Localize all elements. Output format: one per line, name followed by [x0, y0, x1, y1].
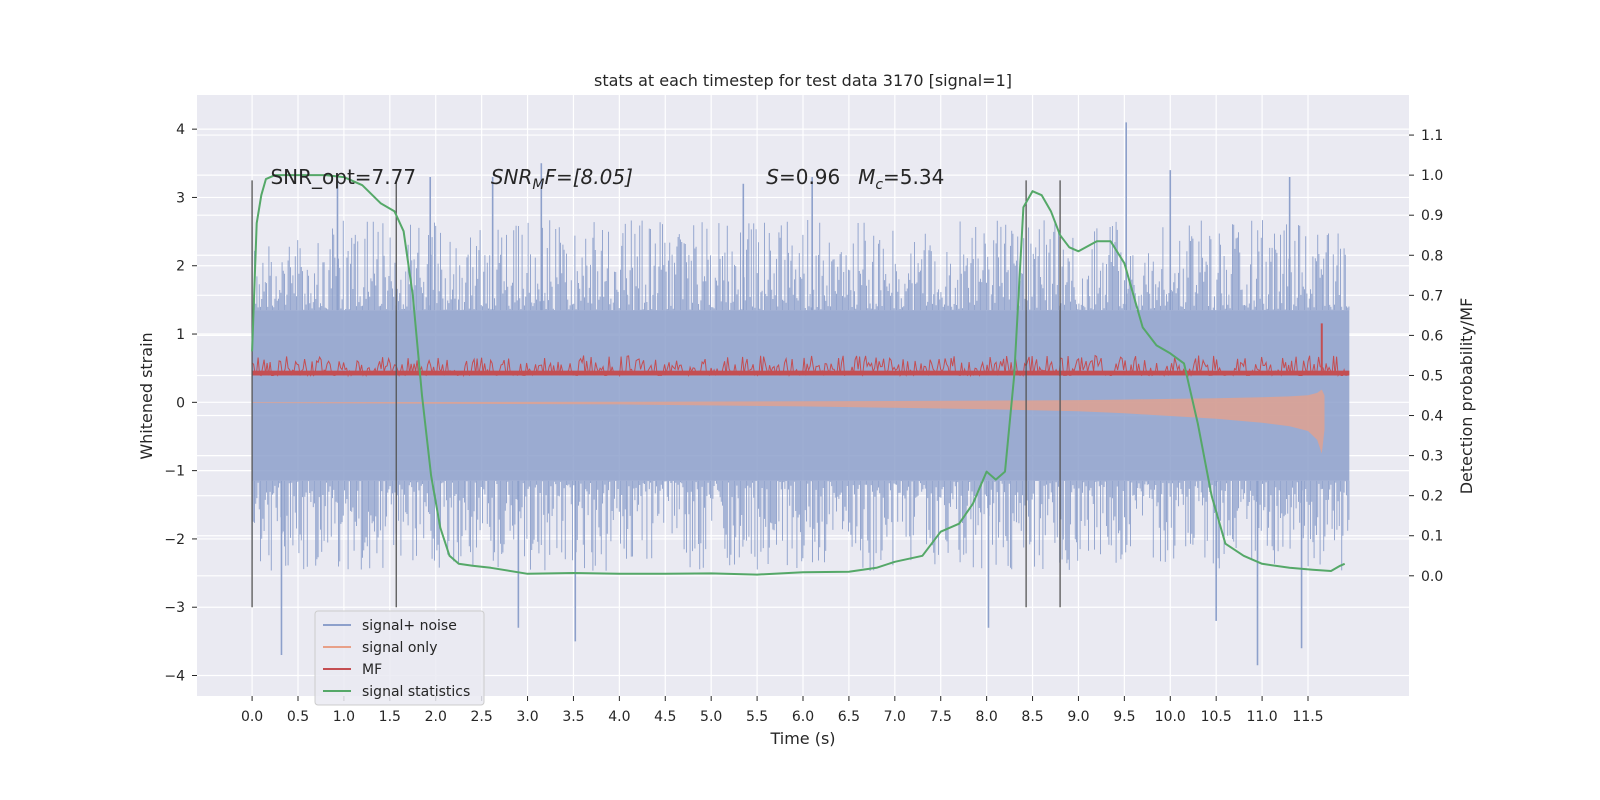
legend-item-signal-statistics: signal statistics — [323, 684, 470, 700]
y2-tick-label: 1.0 — [1421, 168, 1443, 184]
x-tick-label: 0.5 — [287, 709, 309, 725]
series-signal-statistics — [251, 174, 1346, 576]
x-tick-label: 5.0 — [700, 709, 722, 725]
y2-tick-label: 0.8 — [1421, 248, 1443, 264]
x-tick-label: 4.0 — [608, 709, 630, 725]
x-tick-label: 2.5 — [471, 709, 493, 725]
x-tick-label: 10.0 — [1155, 709, 1186, 725]
y2-tick-label: 0.0 — [1421, 569, 1443, 585]
y2-tick-label: 0.4 — [1421, 409, 1443, 425]
x-tick-label: 5.5 — [746, 709, 768, 725]
y2-tick-label: 0.9 — [1421, 208, 1443, 224]
x-tick-label: 1.0 — [333, 709, 355, 725]
legend-label: signal only — [362, 640, 437, 656]
x-tick-label: 6.0 — [792, 709, 814, 725]
y-tick-label: 3 — [176, 190, 185, 206]
y-tick-label: −3 — [164, 600, 185, 616]
annotation-1: SNRMF=[8.05] — [491, 165, 633, 193]
x-tick-label: 11.0 — [1247, 709, 1278, 725]
x-tick-label: 6.5 — [838, 709, 860, 725]
legend-label: signal statistics — [362, 684, 470, 700]
x-tick-label: 10.5 — [1201, 709, 1232, 725]
y2-tick-label: 0.6 — [1421, 328, 1443, 344]
y-tick-label: 2 — [176, 259, 185, 275]
y-ticks: 4 3 2 1 0 −1 −2 −3 −4 — [164, 122, 197, 685]
series-signal-only — [252, 389, 1325, 454]
legend-label: MF — [362, 662, 382, 678]
x-tick-label: 7.0 — [884, 709, 906, 725]
noise-core-band — [252, 310, 1350, 481]
series-mf — [251, 323, 1350, 378]
y-tick-label: −4 — [164, 669, 185, 685]
annotation-subscript: M — [532, 177, 544, 193]
annotation-2: S=0.96 — [766, 165, 840, 189]
signal-only-area — [252, 389, 1325, 454]
x-tick-label: 3.0 — [516, 709, 538, 725]
annotation-part: SNR — [491, 165, 533, 189]
y-tick-label: 0 — [176, 395, 185, 411]
x-tick-label: 11.5 — [1292, 709, 1323, 725]
chart-title: stats at each timestep for test data 317… — [594, 71, 1012, 90]
y-tick-label: −2 — [164, 532, 185, 548]
y2-tick-label: 0.2 — [1421, 489, 1443, 505]
vertical-markers — [251, 180, 1061, 608]
x-tick-label: 8.0 — [976, 709, 998, 725]
x-tick-label: 9.5 — [1113, 709, 1135, 725]
y2-axis-title: Detection probability/MF — [1457, 298, 1476, 495]
legend-item-mf: MF — [323, 662, 382, 678]
x-tick-label: 1.5 — [379, 709, 401, 725]
x-tick-label: 2.0 — [425, 709, 447, 725]
mf-baseline-band — [252, 370, 1350, 376]
legend-item-signal-only: signal only — [323, 640, 437, 656]
y2-tick-label: 0.1 — [1421, 529, 1443, 545]
y2-tick-label: 1.1 — [1421, 128, 1443, 144]
annotation-part: M — [858, 165, 875, 189]
x-tick-label: 3.5 — [562, 709, 584, 725]
signal-statistics-line — [251, 174, 1346, 576]
x-ticks: 0.0 0.5 1.0 1.5 2.0 2.5 3.0 3.5 4.0 4.5 5.0 5.5 6.0 6… — [241, 696, 1324, 725]
legend-label: signal+ noise — [362, 618, 457, 634]
y-tick-label: −1 — [164, 464, 185, 480]
x-tick-label: 7.5 — [930, 709, 952, 725]
annotation-0: SNR_opt=7.77 — [270, 165, 416, 189]
legend-box — [314, 610, 485, 706]
y-tick-label: 1 — [176, 327, 185, 343]
annotation-subscript: c — [875, 177, 883, 193]
x-tick-label: 9.0 — [1067, 709, 1089, 725]
x-axis-title: Time (s) — [769, 729, 835, 748]
series-signal-noise — [251, 122, 1350, 666]
annotation-value: =0.96 — [779, 165, 840, 189]
y-axis-title: Whitened strain — [137, 332, 156, 459]
annotations: SNR_opt=7.77 SNRMF=[8.05] S=0.96 Mc=5.34 — [270, 165, 944, 193]
annotation-part: S — [766, 165, 779, 189]
legend: signal+ noise signal only MF signal stat… — [314, 610, 485, 706]
y2-ticks: 1.1 1.0 0.9 0.8 0.7 0.6 0.5 0.4 0.3 0.2 0.1 0.0 — [1409, 128, 1443, 585]
y2-tick-label: 0.3 — [1421, 449, 1443, 465]
y-tick-label: 4 — [176, 122, 185, 138]
y2-tick-label: 0.7 — [1421, 288, 1443, 304]
x-tick-label: 4.5 — [654, 709, 676, 725]
x-tick-label: 8.5 — [1021, 709, 1043, 725]
annotation-value: F=[8.05] — [544, 165, 632, 189]
annotation-part: SNR_opt=7.77 — [270, 165, 416, 189]
y2-tick-label: 0.5 — [1421, 368, 1443, 384]
annotation-value: =5.34 — [883, 165, 944, 189]
x-tick-label: 0.0 — [241, 709, 263, 725]
annotation-3: Mc=5.34 — [858, 165, 944, 193]
legend-item-signal-noise: signal+ noise — [323, 618, 457, 634]
